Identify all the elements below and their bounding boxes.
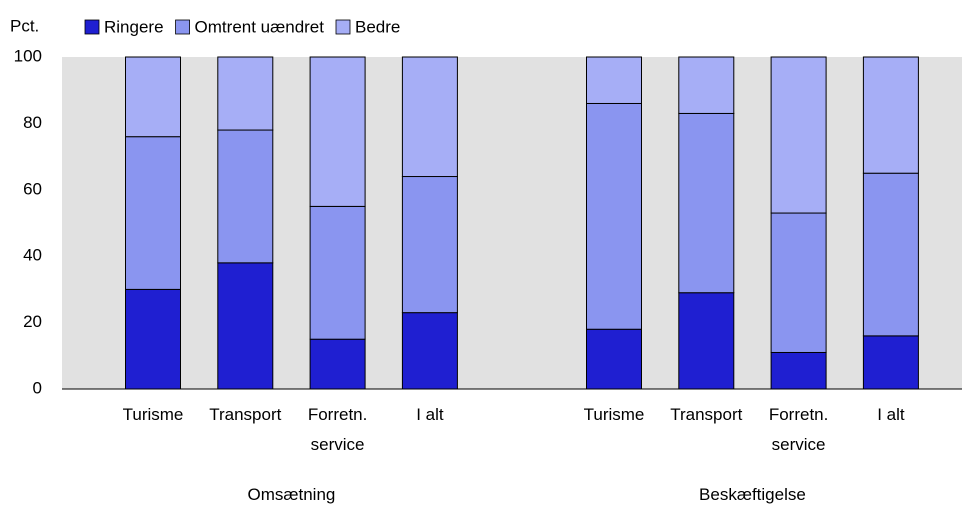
bar-segment [586, 102, 642, 330]
bar-segment [770, 212, 827, 353]
legend-label: Ringere [104, 17, 164, 36]
bar-segment [309, 56, 366, 207]
bar-segment [401, 312, 458, 390]
legend-label: Omtrent uændret [195, 17, 325, 36]
bar-segment [125, 56, 181, 138]
group-label: Beskæftigelse [699, 485, 806, 504]
bar-segment [309, 205, 366, 340]
x-tick-label: I alt [416, 405, 444, 424]
bar-segment [862, 56, 919, 174]
bar-segment [862, 335, 919, 390]
bar-segment [125, 288, 181, 390]
bar-segment [401, 56, 458, 178]
bar-segment [586, 56, 642, 104]
bar-segment [678, 292, 735, 390]
bar-segment [678, 112, 735, 294]
bar-segment [309, 338, 366, 390]
x-tick-label: Forretn. service [307, 405, 368, 454]
legend-swatch [335, 19, 351, 35]
x-tick-label: Turisme [122, 405, 184, 424]
bar-segment [125, 136, 181, 290]
bar-segment [770, 351, 827, 390]
x-tick-label: Forretn. service [768, 405, 829, 454]
legend-swatch [175, 19, 190, 35]
x-tick-label: Transport [209, 405, 282, 424]
bar-segment [586, 328, 642, 390]
y-tick-label: 20 [23, 312, 42, 331]
y-axis-label: Pct. [10, 16, 39, 35]
bar-segment [770, 56, 827, 214]
bar-segment [862, 172, 919, 337]
bar-segment [678, 56, 735, 114]
x-tick-label: Transport [670, 405, 743, 424]
legend-swatch [84, 19, 100, 35]
bar-segment [217, 129, 274, 264]
y-tick-label: 40 [23, 246, 42, 265]
x-tick-label: I alt [877, 405, 905, 424]
bar-segment [401, 176, 458, 314]
y-tick-label: 100 [14, 46, 42, 65]
group-label: Omsætning [247, 485, 336, 504]
plot-background [62, 57, 962, 389]
y-tick-label: 80 [23, 113, 42, 132]
bar-segment [217, 56, 274, 131]
x-tick-label: Turisme [583, 405, 645, 424]
bar-segment [217, 262, 274, 390]
y-tick-label: 60 [23, 179, 42, 198]
legend-label: Bedre [355, 17, 400, 36]
y-tick-label: 0 [33, 378, 42, 397]
